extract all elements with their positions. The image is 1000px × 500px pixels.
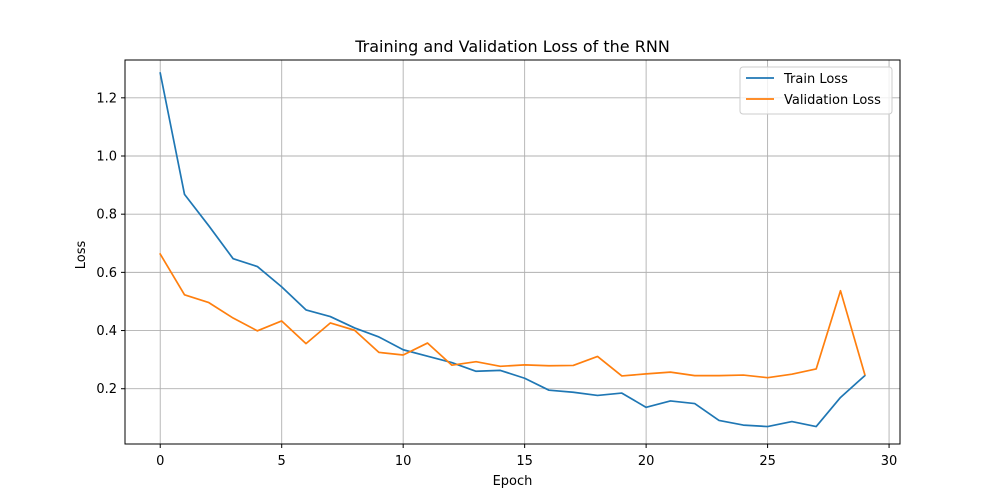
grid [125, 60, 900, 444]
x-axis-label: Epoch [493, 474, 533, 489]
plot-frame [124, 59, 901, 445]
x-tick-label: 25 [759, 454, 776, 469]
y-tick-label: 1.2 [96, 91, 117, 106]
y-tick-label: 0.2 [96, 382, 117, 397]
series-line-train-loss [159, 72, 866, 428]
y-tick-label: 0.8 [96, 208, 117, 223]
chart-title: Training and Validation Loss of the RNN [354, 37, 670, 56]
x-tick-label: 5 [278, 454, 286, 469]
legend-box [739, 66, 893, 115]
x-tick-label: 10 [395, 454, 412, 469]
series-lines [159, 72, 866, 428]
legend: Train Loss Validation Loss [739, 66, 893, 115]
x-axis-ticks: 0 5 10 15 20 25 30 [156, 444, 897, 469]
y-tick-label: 1.0 [96, 150, 117, 165]
x-tick-label: 30 [881, 454, 898, 469]
legend-label-validation-loss: Validation Loss [784, 93, 881, 108]
legend-label-train-loss: Train Loss [783, 72, 848, 87]
x-tick-label: 0 [156, 454, 164, 469]
y-tick-label: 0.4 [96, 324, 117, 339]
y-axis-label: Loss [74, 241, 89, 270]
series-line-validation-loss [159, 252, 866, 379]
y-tick-label: 0.6 [96, 266, 117, 281]
x-tick-label: 20 [638, 454, 655, 469]
y-axis-ticks: 0.2 0.4 0.6 0.8 1.0 1.2 [96, 91, 125, 397]
x-tick-label: 15 [516, 454, 533, 469]
